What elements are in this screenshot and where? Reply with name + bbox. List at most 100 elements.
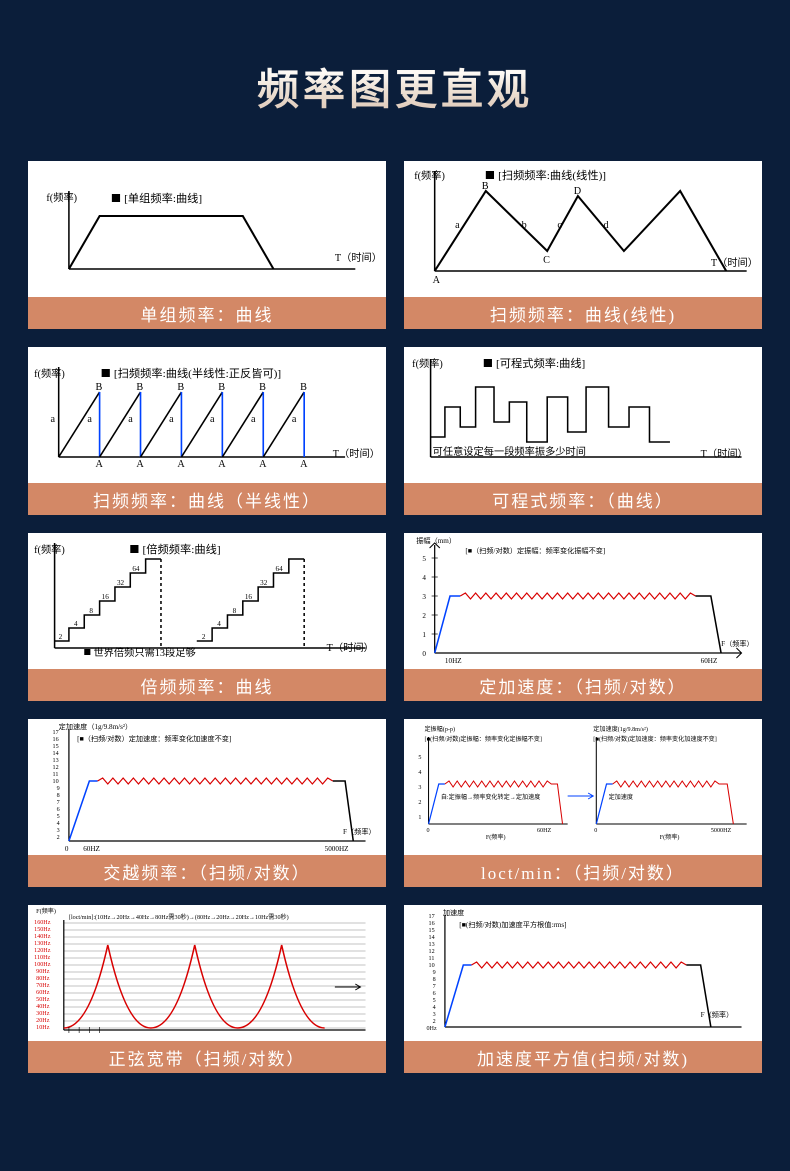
svg-text:5: 5 (418, 755, 421, 761)
chart-caption-10: 加速度平方值(扫频/对数) (404, 1041, 762, 1073)
svg-text:2: 2 (418, 800, 421, 806)
c2-bot-C: C (543, 255, 550, 266)
c10-title: [■(扫频/对数)加速度平方根值:rms] (459, 920, 566, 929)
c5-ylabel: f(频率) (34, 543, 65, 556)
svg-text:1: 1 (422, 631, 426, 639)
svg-text:10: 10 (53, 779, 59, 785)
svg-text:5: 5 (433, 998, 436, 1004)
svg-text:16: 16 (245, 593, 253, 601)
c4-note: 可任意设定每一段频率振多少时间 (433, 445, 586, 458)
chart-1-title: [单组频率:曲线] (124, 191, 202, 205)
svg-text:0Hz: 0Hz (427, 1026, 438, 1032)
c8-note: 自:定振幅→频率变化转定→定加速度 (441, 793, 541, 801)
svg-text:17: 17 (53, 730, 59, 736)
chart-caption-8: loct/min：（扫频/对数） (404, 855, 762, 887)
svg-text:17: 17 (429, 914, 435, 920)
svg-text:2: 2 (433, 1019, 436, 1025)
svg-text:64: 64 (276, 565, 284, 573)
svg-text:9: 9 (57, 786, 60, 792)
svg-text:a: a (210, 414, 215, 425)
svg-text:40Hz: 40Hz (36, 1004, 50, 1010)
c8-ls: [■(扫频/对数)定振幅：频率变化定振幅不变] (424, 735, 541, 743)
chart-card-10: 加速度 [■(扫频/对数)加速度平方根值:rms] 0Hz 2345 6789 … (404, 905, 762, 1073)
svg-text:B: B (300, 382, 307, 393)
chart-body-5: f(频率) [倍频频率:曲线] 248 163264 248 163264 (28, 533, 386, 669)
chart-card-9: F(频率) [loct/min]:(10Hz→20Hz→40Hz→80Hz需30… (28, 905, 386, 1073)
svg-text:6: 6 (433, 991, 436, 997)
c6-x0: 10HZ (445, 657, 462, 665)
svg-text:2: 2 (59, 633, 63, 641)
svg-text:3: 3 (433, 1012, 436, 1018)
svg-text:130Hz: 130Hz (34, 941, 51, 947)
svg-text:100Hz: 100Hz (34, 962, 51, 968)
c9-title: [loct/min]:(10Hz→20Hz→40Hz→80Hz需30秒)→(80… (69, 913, 289, 921)
c6-ylabel: 振幅（mm） (416, 536, 456, 545)
chart-body-7: 定加速度（1g/9.8m/s²） [■（扫频/对数）定加速度：频率变化加速度不变… (28, 719, 386, 855)
c3-title: [扫频频率:曲线(半线性:正反皆可)] (114, 366, 281, 380)
svg-text:A: A (218, 459, 226, 470)
svg-text:B: B (136, 382, 143, 393)
c2-mid-b: b (522, 220, 527, 231)
svg-text:32: 32 (260, 579, 268, 587)
svg-text:B: B (177, 382, 184, 393)
chart-body-10: 加速度 [■(扫频/对数)加速度平方根值:rms] 0Hz 2345 6789 … (404, 905, 762, 1041)
x-axis-label: T（时间） (335, 251, 382, 264)
svg-text:4: 4 (418, 770, 421, 776)
svg-text:11: 11 (53, 772, 59, 778)
chart-card-4: f(频率) [可程式频率:曲线] 可任意设定每一段频率振多少时间 T（时间） 可… (404, 347, 762, 515)
c7-ylabel: 定加速度（1g/9.8m/s²） (59, 722, 133, 731)
chart-card-3: f(频率) [扫频频率:曲线(半线性:正反皆可)] (28, 347, 386, 515)
c7-x1: 60HZ (83, 845, 100, 853)
svg-text:5: 5 (422, 555, 426, 563)
c6-x1: 60HZ (701, 657, 718, 665)
svg-text:3: 3 (418, 785, 421, 791)
svg-text:13: 13 (53, 758, 59, 764)
chart-card-8: 定振幅(p-p) [■(扫频/对数)定振幅：频率变化定振幅不变] 12345 0… (404, 719, 762, 887)
c8-lx: F(频率) (486, 833, 506, 841)
svg-text:2: 2 (422, 612, 426, 620)
svg-text:定加速度: 定加速度 (609, 793, 633, 801)
svg-text:14: 14 (429, 935, 435, 941)
c9-yl: F(频率) (36, 907, 56, 915)
svg-text:6: 6 (57, 807, 60, 813)
svg-text:30Hz: 30Hz (36, 1011, 50, 1017)
page-title: 频率图更直观 (0, 0, 790, 161)
c8-rx: F(频率) (660, 833, 680, 841)
svg-text:15: 15 (53, 744, 59, 750)
svg-text:90Hz: 90Hz (36, 969, 50, 975)
svg-text:14: 14 (53, 751, 59, 757)
chart-body-2: f(频率) [扫频频率:曲线(线性)] B D a b c d A C T（时间… (404, 161, 762, 297)
svg-text:13: 13 (429, 942, 435, 948)
c10-yl: 加速度 (443, 908, 464, 917)
c2-mid-a: a (455, 220, 460, 231)
c2-top-D: D (574, 186, 581, 197)
svg-text:4: 4 (422, 574, 426, 582)
c5-title: [倍频频率:曲线] (143, 542, 221, 556)
svg-text:4: 4 (433, 1005, 436, 1011)
c7-x2: 5000HZ (325, 845, 349, 853)
svg-text:7: 7 (433, 984, 436, 990)
chart-caption-1: 单组频率：曲线 (28, 297, 386, 329)
svg-text:7: 7 (57, 800, 60, 806)
c5-note: 世界倍频只需13段足够 (93, 646, 195, 659)
svg-text:160Hz: 160Hz (34, 920, 51, 926)
chart-caption-6: 定加速度：（扫频/对数） (404, 669, 762, 701)
chart-card-2: f(频率) [扫频频率:曲线(线性)] B D a b c d A C T（时间… (404, 161, 762, 329)
c7-title: [■（扫频/对数）定加速度：频率变化加速度不变] (77, 734, 231, 743)
svg-text:2: 2 (202, 633, 206, 641)
c5-xlabel: T（时间） (327, 641, 374, 654)
svg-text:60Hz: 60Hz (36, 990, 50, 996)
chart-caption-3: 扫频频率：曲线（半线性） (28, 483, 386, 515)
chart-body-6: 振幅（mm） [■（扫频/对数）定振幅：频率变化振幅不变] 012 345 10… (404, 533, 762, 669)
c6-title: [■（扫频/对数）定振幅：频率变化振幅不变] (465, 546, 605, 555)
chart-body-4: f(频率) [可程式频率:曲线] 可任意设定每一段频率振多少时间 T（时间） (404, 347, 762, 483)
svg-text:64: 64 (132, 565, 140, 573)
svg-text:140Hz: 140Hz (34, 934, 51, 940)
c6-xlabel: F（频率） (721, 639, 754, 648)
svg-text:32: 32 (117, 579, 125, 587)
svg-text:50Hz: 50Hz (36, 997, 50, 1003)
chart-body-8: 定振幅(p-p) [■(扫频/对数)定振幅：频率变化定振幅不变] 12345 0… (404, 719, 762, 855)
svg-text:A: A (177, 459, 185, 470)
chart-card-7: 定加速度（1g/9.8m/s²） [■（扫频/对数）定加速度：频率变化加速度不变… (28, 719, 386, 887)
c3-ylabel: f(频率) (34, 367, 65, 380)
